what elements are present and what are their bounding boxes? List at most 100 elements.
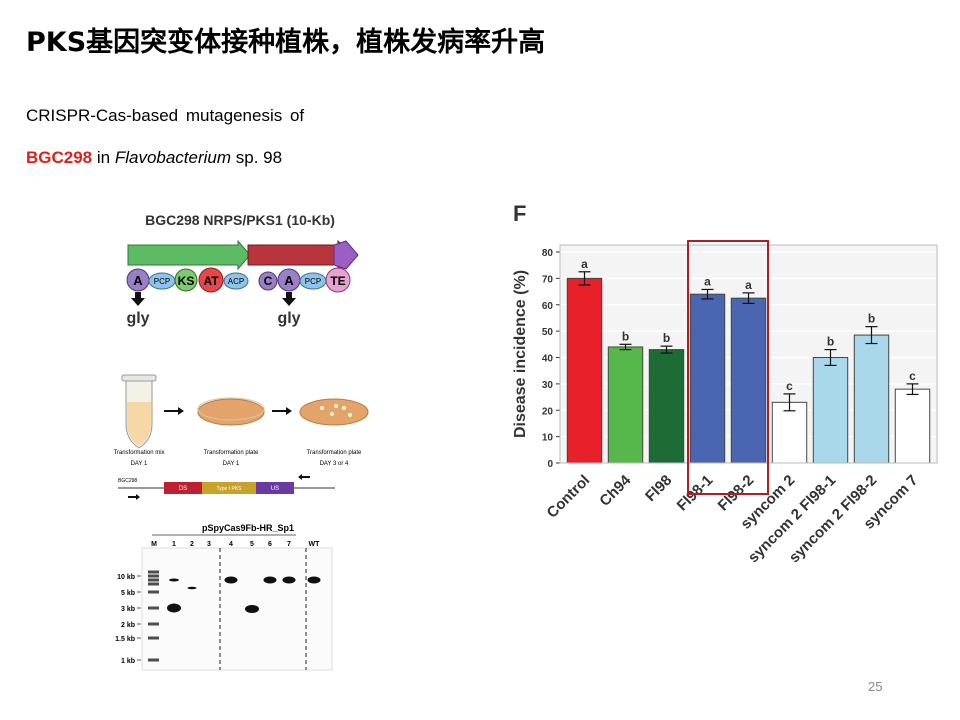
workflow-day-1: DAY 1 bbox=[131, 461, 148, 467]
substrate-label-2: gly bbox=[277, 310, 300, 327]
gel-title: pSpyCas9Fb-HR_Sp1 bbox=[202, 523, 294, 533]
highlight-box bbox=[687, 240, 769, 495]
bar bbox=[812, 357, 849, 464]
workflow-label-3: Transformation plate bbox=[307, 450, 362, 456]
domain-label-pcp-1: PCP bbox=[154, 277, 170, 286]
primer-arrow-forward bbox=[128, 494, 140, 500]
nrps-arrow bbox=[127, 239, 251, 271]
gel-lane-label: M bbox=[151, 541, 157, 548]
slide-title: PKS基因突变体接种植株，植株发病率升高 bbox=[26, 27, 546, 58]
subtitle-line-2: BGC298 in Flavobacterium sp. 98 bbox=[26, 148, 282, 168]
gel-band bbox=[263, 576, 277, 584]
pks-arrow-tip bbox=[333, 240, 359, 270]
gel-lane-label: 6 bbox=[268, 541, 272, 548]
workflow-day-2: DAY 1 bbox=[223, 461, 240, 467]
x-tick-label: Fl98 bbox=[642, 472, 675, 505]
plot-frame bbox=[559, 244, 938, 464]
gel-ladder-labels: 10 kb 5 kb 3 kb 2 kb 1.5 kb 1 kb bbox=[115, 574, 141, 665]
domain-label-pcp-2: PCP bbox=[305, 277, 321, 286]
gel-lane-label: WT bbox=[309, 541, 321, 548]
chart-y-tick-labels: 0 10 20 30 40 50 60 70 80 bbox=[542, 248, 560, 470]
gel-lane-labels: M 1 2 3 4 5 6 7 WT bbox=[151, 541, 320, 548]
transformation-workflow: Transformation mix DAY 1 Transformation … bbox=[113, 374, 369, 500]
panel-label: F bbox=[513, 201, 526, 226]
gel-lane-label: 5 bbox=[250, 541, 254, 548]
gene-cluster-diagram: BGC298 NRPS/PKS1 (10-Kb) A PCP KS AT ACP… bbox=[126, 212, 359, 327]
acp-domain bbox=[223, 272, 249, 290]
gel-band bbox=[224, 576, 238, 584]
domain-label-c: C bbox=[264, 274, 273, 288]
domain-label-ks: KS bbox=[178, 274, 195, 288]
genus-name: Flavobacterium bbox=[114, 148, 232, 167]
gel-bands bbox=[148, 570, 321, 662]
y-tick-label: 50 bbox=[542, 327, 554, 338]
chart-significance-letters: a b b a a c b b c bbox=[581, 257, 916, 393]
bar bbox=[566, 277, 603, 464]
gel-band bbox=[307, 576, 321, 584]
construct-ds bbox=[164, 482, 202, 494]
gene-cluster-title: BGC298 NRPS/PKS1 (10-Kb) bbox=[145, 212, 335, 228]
bar bbox=[607, 346, 644, 464]
y-tick-label: 70 bbox=[542, 274, 554, 285]
significance-letter: b bbox=[868, 312, 875, 326]
gel-lane-label: 7 bbox=[287, 541, 291, 548]
step-arrow-2 bbox=[272, 407, 292, 415]
step-arrow-1 bbox=[164, 407, 184, 415]
construct-name: BGC298 bbox=[118, 478, 137, 484]
gel-band bbox=[169, 578, 179, 582]
gel-ladder-label: 5 kb bbox=[121, 590, 135, 597]
x-tick-label: Ch94 bbox=[596, 471, 634, 509]
gel-ladder-label: 1.5 kb bbox=[115, 636, 135, 643]
bar bbox=[689, 293, 726, 464]
bar bbox=[853, 334, 890, 464]
construct-ds-label: DS bbox=[179, 486, 187, 492]
plate-rim-1 bbox=[197, 397, 265, 421]
colony-dot bbox=[342, 406, 346, 410]
gel-band bbox=[187, 586, 197, 590]
y-tick-label: 0 bbox=[547, 459, 553, 470]
domain-label-acp: ACP bbox=[228, 277, 244, 286]
gel-ladder-label: 10 kb bbox=[117, 574, 135, 581]
gel-band bbox=[148, 658, 159, 662]
significance-letter: a bbox=[581, 257, 588, 271]
subtitle-in: in bbox=[92, 148, 115, 167]
y-tick-label: 30 bbox=[542, 380, 554, 391]
y-tick-label: 20 bbox=[542, 406, 554, 417]
gel-lane-label: 1 bbox=[172, 541, 176, 548]
page-number: 25 bbox=[868, 679, 883, 694]
bar bbox=[894, 388, 931, 464]
workflow-day-3: DAY 3 or 4 bbox=[320, 461, 349, 467]
y-tick-label: 80 bbox=[542, 248, 554, 259]
gel-band bbox=[148, 622, 159, 626]
workflow-label-1: Transformation mix bbox=[113, 450, 164, 456]
gel-band bbox=[148, 636, 159, 640]
gel-ladder-label: 2 kb bbox=[121, 622, 135, 629]
tube-cap bbox=[121, 374, 157, 382]
y-tick-label: 40 bbox=[542, 354, 554, 365]
significance-letter: a bbox=[704, 274, 711, 288]
substrate-label-1: gly bbox=[126, 310, 149, 327]
construct-us bbox=[256, 482, 294, 494]
gel-band bbox=[282, 576, 296, 584]
ks-domain bbox=[174, 268, 198, 292]
gel-band bbox=[148, 606, 159, 610]
significance-letter: c bbox=[786, 379, 793, 393]
gel-lane-label: 2 bbox=[190, 541, 194, 548]
significance-letter: b bbox=[827, 335, 834, 349]
bar bbox=[648, 349, 685, 464]
y-axis-label: Disease incidence (%) bbox=[512, 270, 529, 438]
subtitle-line-1: CRISPR-Cas-based mutagenesis of bbox=[26, 106, 305, 125]
gel-ladder-label: 1 kb bbox=[121, 658, 135, 665]
colony-dot bbox=[334, 404, 338, 408]
gel-band bbox=[148, 570, 159, 574]
plate-icon-2 bbox=[299, 398, 369, 426]
significance-letter: b bbox=[663, 331, 670, 345]
x-tick-label: Control bbox=[544, 472, 594, 522]
y-tick-label: 60 bbox=[542, 301, 554, 312]
substrate-arrow-1 bbox=[131, 292, 145, 306]
primer-arrow-reverse bbox=[298, 474, 310, 480]
chart-error-bars bbox=[578, 271, 919, 412]
gel-lane-label: 4 bbox=[229, 541, 233, 548]
y-tick-label: 10 bbox=[542, 433, 554, 444]
